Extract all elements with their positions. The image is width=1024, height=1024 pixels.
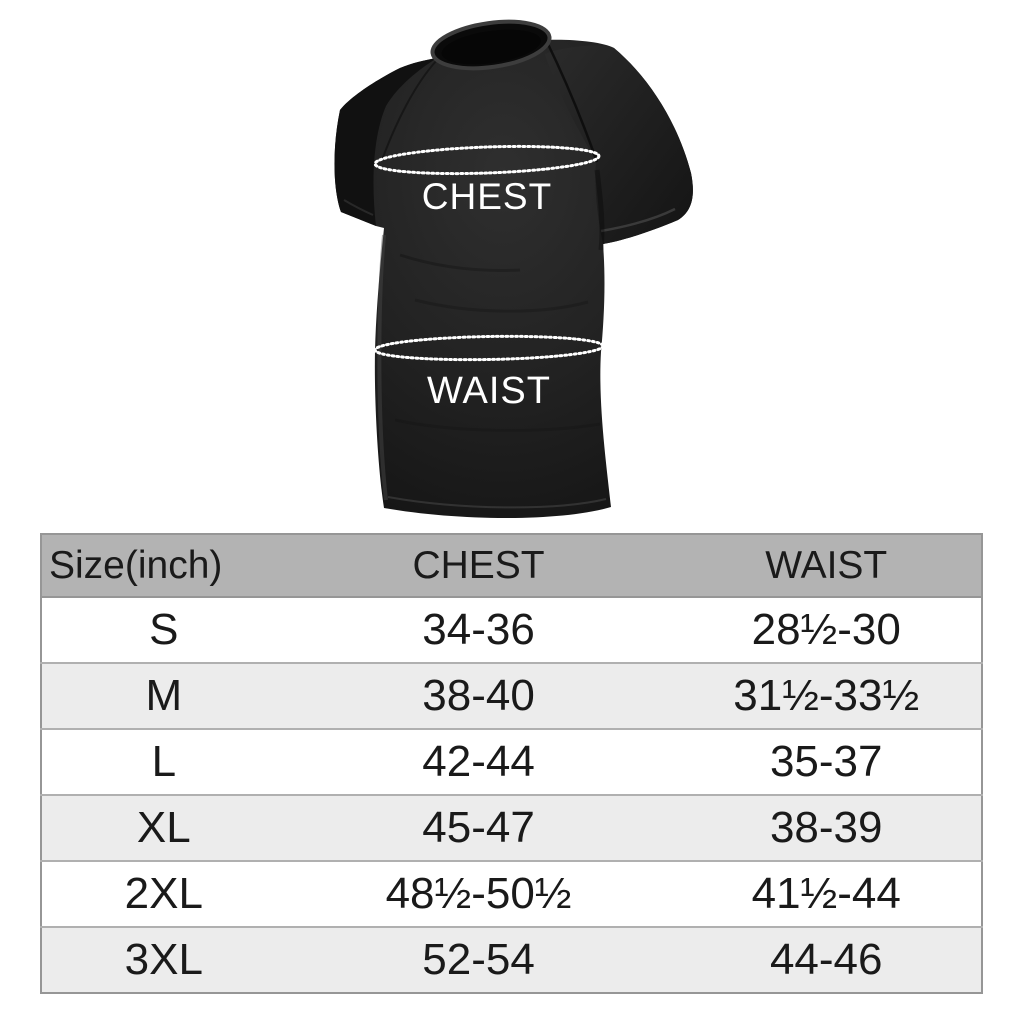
chest-cell: 45-47	[285, 794, 672, 861]
tshirt-left-sleeve	[334, 58, 437, 226]
chest-cell: 52-54	[285, 926, 672, 993]
raglan-seam-right	[545, 41, 599, 163]
waist-cell: 35-37	[671, 728, 982, 795]
tshirt-right-sleeve	[545, 45, 693, 244]
chest-cell: 34-36	[285, 596, 672, 663]
chest-cell: 42-44	[285, 728, 672, 795]
waist-cell: 28½-30	[671, 596, 982, 663]
underarm-shadow	[594, 169, 605, 251]
waist-label: WAIST	[427, 370, 551, 412]
table-header-row: Size(inch) CHEST WAIST	[41, 534, 982, 598]
hem-stitch	[387, 496, 607, 509]
column-header-size: Size(inch)	[41, 534, 286, 598]
right-cuff-stitch	[600, 207, 676, 233]
size-cell: 2XL	[41, 860, 286, 927]
tshirt-illustration: CHEST WAIST	[334, 19, 693, 519]
product-image: CHEST WAIST	[334, 19, 693, 519]
table-row-xl: XL 45-47 38-39	[41, 794, 982, 861]
chest-measure-line	[373, 144, 601, 176]
size-cell: S	[41, 596, 286, 663]
column-header-chest: CHEST	[285, 534, 672, 598]
size-cell: 3XL	[41, 926, 286, 993]
size-cell: M	[41, 662, 286, 729]
column-header-waist: WAIST	[671, 534, 982, 598]
table-row-3xl: 3XL 52-54 44-46	[41, 926, 982, 993]
collar	[430, 19, 552, 71]
raglan-seam-left	[381, 59, 438, 161]
table-row-l: L 42-44 35-37	[41, 728, 982, 795]
chest-cell: 48½-50½	[285, 860, 672, 927]
waist-cell: 41½-44	[671, 860, 982, 927]
chest-label: CHEST	[422, 176, 552, 217]
chest-cell: 38-40	[285, 662, 672, 729]
size-chart-table: Size(inch) CHEST WAIST S 34-36 28½-30 M …	[40, 533, 983, 994]
left-cuff-stitch	[343, 199, 374, 216]
waist-cell: 44-46	[671, 926, 982, 993]
fold-line	[399, 253, 521, 272]
edge-highlight	[377, 234, 388, 501]
table-row-2xl: 2XL 48½-50½ 41½-44	[41, 860, 982, 927]
waist-cell: 38-39	[671, 794, 982, 861]
waist-measure-line	[373, 334, 605, 362]
size-cell: XL	[41, 794, 286, 861]
fold-line	[414, 298, 589, 313]
table-row-m: M 38-40 31½-33½	[41, 662, 982, 729]
table-row-s: S 34-36 28½-30	[41, 596, 982, 663]
size-cell: L	[41, 728, 286, 795]
waist-cell: 31½-33½	[671, 662, 982, 729]
fold-line	[394, 418, 601, 432]
